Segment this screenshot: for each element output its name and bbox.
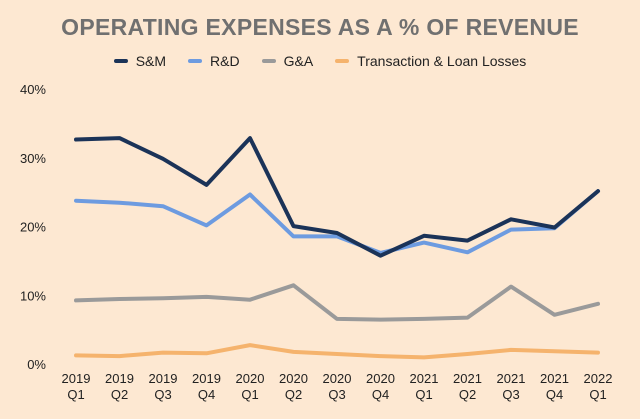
x-tick-label-year: 2021 [540, 371, 569, 386]
legend-swatch [335, 59, 350, 63]
x-tick-label-quarter: Q3 [154, 387, 171, 402]
legend-swatch [261, 59, 276, 63]
x-tick-label-quarter: Q1 [415, 387, 432, 402]
legend-item[interactable]: S&M [113, 53, 167, 69]
y-tick-label: 10% [20, 288, 46, 303]
x-tick-label-year: 2019 [105, 371, 134, 386]
x-tick-label-year: 2020 [366, 371, 395, 386]
x-tick-label-year: 2020 [236, 371, 265, 386]
x-tick-label-year: 2020 [279, 371, 308, 386]
y-tick-label: 40% [20, 82, 46, 97]
x-tick-label-year: 2019 [62, 371, 91, 386]
x-tick-label-quarter: Q3 [502, 387, 519, 402]
series-line-g-a [74, 283, 600, 322]
legend-swatch [113, 59, 128, 63]
x-tick-label-quarter: Q1 [67, 387, 84, 402]
legend-label: G&A [283, 53, 314, 69]
x-tick-label-quarter: Q1 [241, 387, 258, 402]
legend-swatch [188, 59, 203, 63]
x-tick-label-quarter: Q2 [459, 387, 476, 402]
y-tick-label: 20% [20, 220, 46, 235]
x-tick-label-year: 2022 [584, 371, 613, 386]
y-tick-label: 0% [27, 357, 46, 372]
series-line-transaction-loan-losses [74, 343, 600, 360]
chart-title: OPERATING EXPENSES AS A % OF REVENUE [61, 14, 579, 40]
series-line-r-d [74, 189, 600, 255]
x-tick-label-year: 2019 [149, 371, 178, 386]
x-tick-label-year: 2021 [497, 371, 526, 386]
legend-item[interactable]: G&A [261, 53, 314, 69]
legend-item[interactable]: Transaction & Loan Losses [335, 53, 526, 69]
x-tick-label-quarter: Q4 [198, 387, 215, 402]
legend-item[interactable]: R&D [188, 53, 240, 69]
x-tick-label-quarter: Q2 [285, 387, 302, 402]
x-tick-label-year: 2021 [410, 371, 439, 386]
x-tick-label-year: 2019 [192, 371, 221, 386]
x-tick-label-quarter: Q2 [111, 387, 128, 402]
x-tick-label-quarter: Q1 [589, 387, 606, 402]
y-tick-label: 30% [20, 151, 46, 166]
legend-label: Transaction & Loan Losses [357, 53, 527, 69]
legend-label: S&M [135, 53, 167, 69]
x-tick-label-year: 2020 [323, 371, 352, 386]
series-line-s-m [74, 136, 600, 258]
x-tick-label-quarter: Q4 [546, 387, 563, 402]
x-tick-label-quarter: Q3 [328, 387, 345, 402]
x-tick-label-year: 2021 [453, 371, 482, 386]
chart-legend: S&M R&D G&A Transaction & Loan Losses [0, 53, 640, 69]
legend-label: R&D [210, 53, 240, 69]
x-tick-label-quarter: Q4 [372, 387, 389, 402]
